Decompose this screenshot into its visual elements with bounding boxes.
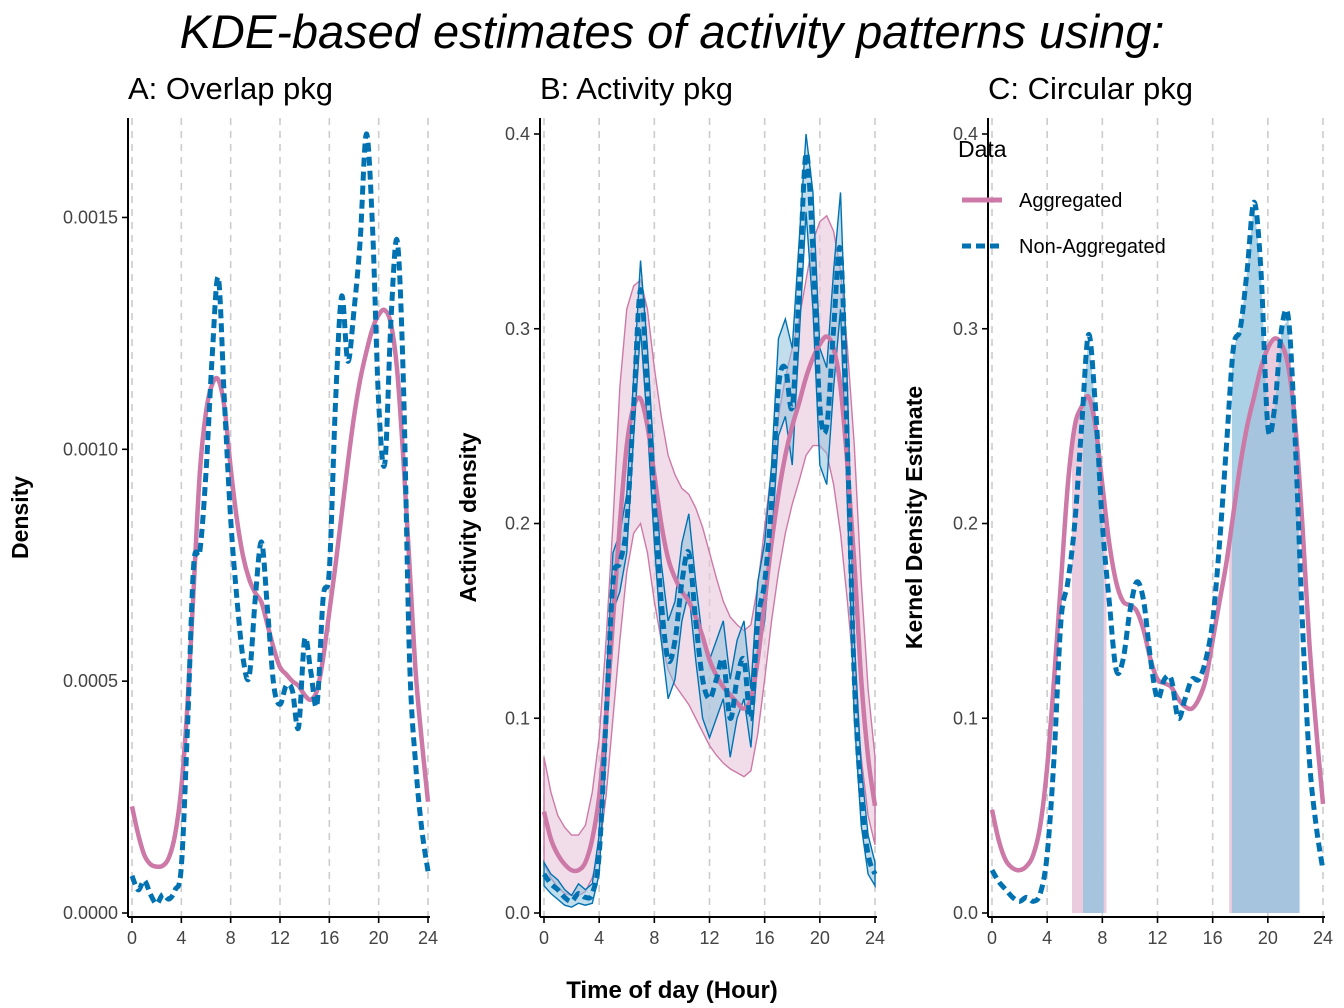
y-tick-label: 0.3 xyxy=(953,319,978,339)
non-aggregated-line xyxy=(989,199,1326,904)
panel-title: C: Circular pkg xyxy=(988,71,1193,106)
y-tick-label: 0.4 xyxy=(953,124,978,144)
x-tick-label: 24 xyxy=(418,928,438,948)
panel-b-activity: B: Activity pkg Activity density 0 4 8 12 16 20… xyxy=(455,71,885,948)
panel-title: B: Activity pkg xyxy=(540,71,733,106)
panel-title: A: Overlap pkg xyxy=(128,71,333,106)
y-tick-label: 0.0015 xyxy=(63,207,118,227)
y-axis-label: Kernel Density Estimate xyxy=(901,386,927,649)
x-tick-label: 16 xyxy=(755,928,775,948)
y-tick-label: 0.0 xyxy=(505,903,530,923)
x-tick-label: 20 xyxy=(1258,928,1278,948)
aggregated-line xyxy=(129,307,431,870)
aggregated-line xyxy=(541,334,878,874)
figure-title: KDE-based estimates of activity patterns… xyxy=(180,5,1165,58)
x-tick-label: 8 xyxy=(649,928,659,948)
panel-a-overlap: A: Overlap pkg Density 0 4 8 12 16 20 24 0.0000 0.… xyxy=(7,71,438,948)
x-tick-label: 0 xyxy=(539,928,549,948)
non-aggregated-line xyxy=(541,150,878,904)
x-tick-label: 12 xyxy=(699,928,719,948)
y-tick-label: 0.0010 xyxy=(63,439,118,459)
x-tick-label: 20 xyxy=(369,928,389,948)
y-tick-label: 0.0000 xyxy=(63,903,118,923)
x-tick-label: 0 xyxy=(127,928,137,948)
non-aggregated-line xyxy=(129,131,431,907)
y-tick-label: 0.1 xyxy=(953,708,978,728)
y-tick-label: 0.2 xyxy=(953,514,978,534)
x-tick-label: 16 xyxy=(319,928,339,948)
legend-label: Non-Aggregated xyxy=(1019,236,1166,258)
aggregated-line xyxy=(989,336,1326,873)
legend: Data Aggregated Non-Aggregated xyxy=(958,136,1166,258)
panel-c-circular: C: Circular pkg Kernel Density Estimate 0 4… xyxy=(901,71,1333,948)
x-tick-label: 4 xyxy=(176,928,186,948)
x-tick-label: 0 xyxy=(987,928,997,948)
legend-title: Data xyxy=(958,136,1007,162)
x-tick-label: 24 xyxy=(1313,928,1333,948)
x-tick-label: 8 xyxy=(226,928,236,948)
x-tick-label: 12 xyxy=(1147,928,1167,948)
y-tick-label: 0.0005 xyxy=(63,671,118,691)
x-tick-label: 20 xyxy=(810,928,830,948)
y-tick-label: 0.4 xyxy=(505,124,530,144)
x-tick-label: 4 xyxy=(594,928,604,948)
legend-label: Aggregated xyxy=(1019,190,1122,212)
shared-x-axis-label: Time of day (Hour) xyxy=(566,977,778,1004)
activity-interval-region xyxy=(1231,202,1300,913)
y-tick-label: 0.2 xyxy=(505,514,530,534)
x-tick-label: 4 xyxy=(1042,928,1052,948)
x-tick-label: 12 xyxy=(270,928,290,948)
x-tick-label: 16 xyxy=(1203,928,1223,948)
x-tick-label: 24 xyxy=(865,928,885,948)
y-axis-label: Activity density xyxy=(455,432,481,602)
y-axis-label: Density xyxy=(7,476,33,559)
y-tick-label: 0.0 xyxy=(953,903,978,923)
x-tick-label: 8 xyxy=(1097,928,1107,948)
y-tick-label: 0.1 xyxy=(505,708,530,728)
y-tick-label: 0.3 xyxy=(505,319,530,339)
